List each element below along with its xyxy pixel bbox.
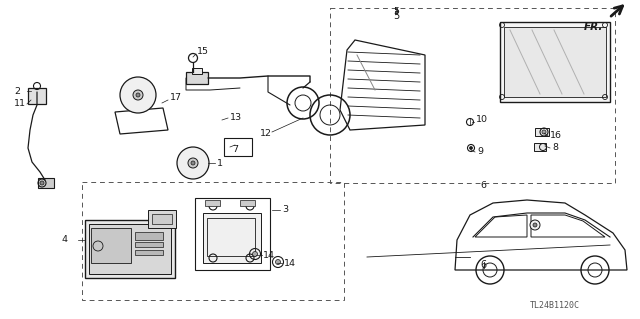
Text: 10: 10 <box>476 115 488 124</box>
Bar <box>203 213 261 263</box>
Bar <box>135 250 163 255</box>
Bar <box>330 8 615 183</box>
Bar <box>91 228 131 263</box>
Bar <box>192 68 202 74</box>
Circle shape <box>177 147 209 179</box>
Text: 17: 17 <box>170 93 182 102</box>
Bar <box>28 88 46 104</box>
Text: 4: 4 <box>62 235 68 244</box>
Text: 14: 14 <box>263 251 275 261</box>
Circle shape <box>188 158 198 168</box>
Bar <box>152 214 172 224</box>
Bar <box>224 138 252 156</box>
Circle shape <box>542 130 546 134</box>
Text: 15: 15 <box>197 48 209 56</box>
Text: 6: 6 <box>480 260 486 270</box>
Bar <box>82 182 344 300</box>
Bar <box>500 22 610 102</box>
Bar <box>534 143 546 151</box>
Text: 7: 7 <box>232 145 238 154</box>
Text: 8: 8 <box>552 144 558 152</box>
Text: 12: 12 <box>260 130 272 138</box>
Bar <box>135 232 163 240</box>
Circle shape <box>275 259 280 264</box>
Text: TL24B1120C: TL24B1120C <box>530 300 580 309</box>
Text: 2: 2 <box>14 86 20 95</box>
Text: 5: 5 <box>393 11 399 21</box>
Bar <box>38 178 54 188</box>
Text: 13: 13 <box>230 114 242 122</box>
Circle shape <box>470 146 472 150</box>
Text: 9: 9 <box>477 147 483 157</box>
Bar <box>240 200 255 206</box>
Text: 5: 5 <box>393 6 399 16</box>
Circle shape <box>533 223 537 227</box>
Bar <box>186 72 208 84</box>
Bar <box>89 224 171 274</box>
Text: 3: 3 <box>282 205 288 214</box>
Text: 14: 14 <box>284 258 296 268</box>
Text: 16: 16 <box>550 131 562 140</box>
Circle shape <box>136 93 140 97</box>
Bar <box>207 218 255 256</box>
Bar <box>85 220 175 278</box>
Bar <box>535 128 549 136</box>
Text: 6: 6 <box>480 181 486 189</box>
Circle shape <box>530 220 540 230</box>
Bar <box>504 27 606 97</box>
Bar <box>148 210 176 228</box>
Circle shape <box>40 181 44 185</box>
Bar <box>205 200 220 206</box>
Circle shape <box>133 90 143 100</box>
Circle shape <box>253 251 257 256</box>
Circle shape <box>120 77 156 113</box>
Text: FR.: FR. <box>584 22 603 32</box>
Text: 1: 1 <box>217 159 223 167</box>
Circle shape <box>191 161 195 165</box>
Bar <box>135 242 163 247</box>
Bar <box>195 198 270 270</box>
Text: 11: 11 <box>14 100 26 108</box>
